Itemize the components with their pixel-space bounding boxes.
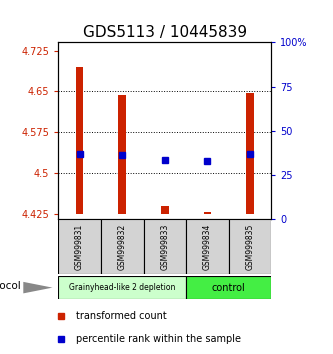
- Bar: [246, 93, 254, 214]
- Bar: [101, 219, 144, 274]
- Bar: [186, 276, 271, 299]
- Bar: [161, 206, 169, 214]
- Text: Grainyhead-like 2 depletion: Grainyhead-like 2 depletion: [69, 283, 175, 292]
- Text: GSM999835: GSM999835: [245, 224, 255, 270]
- Text: GSM999833: GSM999833: [160, 224, 169, 270]
- Text: GSM999831: GSM999831: [75, 224, 84, 270]
- Text: GSM999832: GSM999832: [118, 224, 127, 270]
- Bar: [186, 219, 229, 274]
- Text: control: control: [212, 282, 246, 293]
- Text: GSM999834: GSM999834: [203, 224, 212, 270]
- Text: transformed count: transformed count: [76, 311, 166, 321]
- Title: GDS5113 / 10445839: GDS5113 / 10445839: [83, 25, 247, 40]
- Bar: [58, 276, 186, 299]
- Bar: [118, 95, 126, 214]
- Bar: [203, 212, 211, 214]
- Bar: [76, 67, 84, 214]
- Text: percentile rank within the sample: percentile rank within the sample: [76, 334, 240, 344]
- Bar: [58, 219, 101, 274]
- Polygon shape: [23, 282, 53, 293]
- Bar: [229, 219, 271, 274]
- Bar: [144, 219, 186, 274]
- Text: protocol: protocol: [0, 281, 20, 291]
